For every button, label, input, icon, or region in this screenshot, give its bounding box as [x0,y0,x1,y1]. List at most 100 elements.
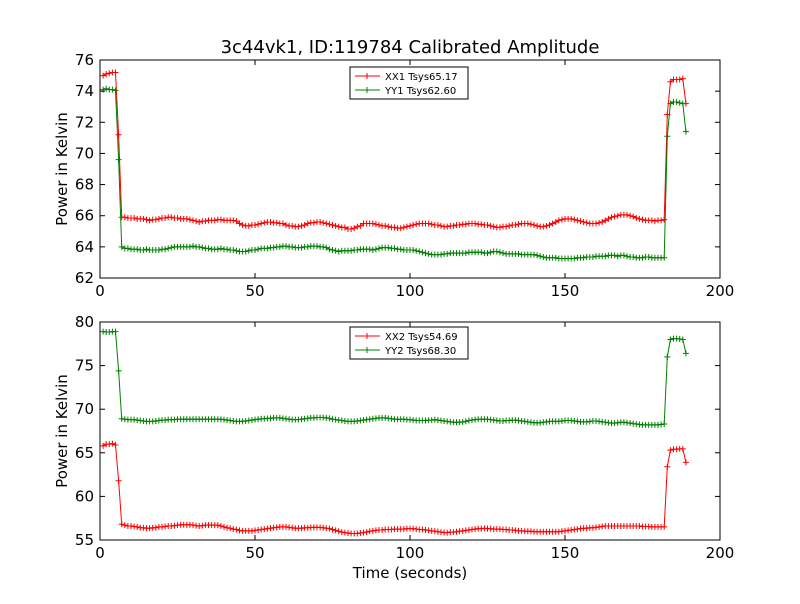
data-point-marker [385,223,392,230]
data-point-marker [332,527,339,534]
data-point-marker [376,245,382,252]
data-point-marker [174,215,181,222]
data-point-marker [131,215,138,222]
data-point-marker [605,215,612,222]
data-point-marker [320,219,327,226]
data-point-marker [323,220,330,227]
data-point-marker [217,216,224,223]
data-point-marker [524,220,531,227]
data-point-marker [214,522,221,529]
data-point-marker [190,217,196,224]
data-point-marker [552,254,559,261]
data-point-marker [242,248,249,255]
data-point-marker [193,218,200,225]
data-point-marker [624,211,630,218]
data-point-marker [593,220,599,227]
data-point-marker [155,215,162,222]
data-point-marker [289,243,296,250]
data-point-marker [245,247,252,254]
y-axis-label: Power in Kelvin [53,112,71,226]
data-point-marker [478,249,485,256]
data-point-marker [329,246,336,253]
data-point-marker [636,215,643,222]
data-point-marker [304,220,311,227]
data-point-marker [493,248,500,255]
series-1 [100,69,689,232]
data-point-marker [152,216,159,223]
data-point-marker [583,219,590,226]
data-point-marker [112,87,119,94]
y-tick-label: 66 [75,207,94,225]
data-point-marker [314,243,320,250]
y-tick-label: 65 [75,444,94,462]
data-point-marker [233,526,240,533]
data-point-marker [537,253,544,260]
data-point-marker [679,100,686,107]
series-1 [100,440,689,537]
data-point-marker [651,218,658,225]
data-point-marker [531,251,537,258]
data-point-marker [419,249,426,256]
data-point-marker [140,215,147,222]
y-tick-label: 70 [75,400,94,418]
data-point-marker [143,216,150,223]
data-point-marker [186,243,193,250]
data-point-marker [332,222,339,229]
data-point-marker [397,246,404,253]
data-point-marker [326,525,333,532]
data-point-marker [214,246,221,253]
data-point-marker [109,86,116,93]
data-point-marker [667,78,674,85]
data-point-marker [261,219,268,226]
data-point-marker [410,222,417,229]
data-point-marker [372,246,379,253]
data-point-marker [335,223,342,230]
data-point-marker [295,223,302,230]
data-point-marker [676,76,683,83]
data-point-marker [183,215,190,222]
data-point-marker [332,247,339,254]
data-point-marker [456,222,463,229]
data-point-marker [335,248,342,255]
data-point-marker [115,131,122,138]
data-point-marker [233,218,240,225]
legend: XX1 Tsys65.17 YY1 Tsys62.60 [349,66,469,100]
data-point-marker [407,222,413,229]
data-point-marker [310,219,317,226]
data-point-marker [403,223,410,230]
data-point-marker [438,251,444,258]
x-tick-label: 0 [95,282,105,300]
data-point-marker [258,220,265,227]
data-point-marker [255,221,262,228]
data-point-marker [146,217,153,224]
legend-box [349,326,469,360]
data-point-marker [100,442,107,449]
data-point-marker [512,222,519,229]
data-point-marker [596,219,603,226]
data-point-marker [673,99,680,106]
data-point-marker [255,246,262,253]
data-point-marker [224,246,231,253]
data-point-marker [326,415,333,422]
data-point-marker [112,328,119,335]
data-point-marker [236,220,243,227]
data-point-marker [264,245,271,252]
legend-label: XX2 Tsys54.69 [385,332,458,343]
data-point-marker [543,222,550,229]
x-axis-label: Time (seconds) [352,564,468,582]
data-point-marker [664,353,671,360]
data-point-marker [667,447,674,454]
data-point-marker [577,218,584,225]
data-point-marker [323,244,330,251]
data-point-marker [283,222,289,229]
data-point-marker [416,248,423,255]
x-tick-label: 50 [245,544,264,562]
y-tick-label: 62 [75,269,94,287]
y-tick-label: 60 [75,487,94,505]
x-tick-label: 0 [95,544,105,562]
data-point-marker [664,133,671,140]
data-point-marker [369,246,376,253]
legend-label: XX1 Tsys65.17 [385,72,458,83]
data-point-marker [245,222,252,229]
data-point-marker [348,247,355,254]
